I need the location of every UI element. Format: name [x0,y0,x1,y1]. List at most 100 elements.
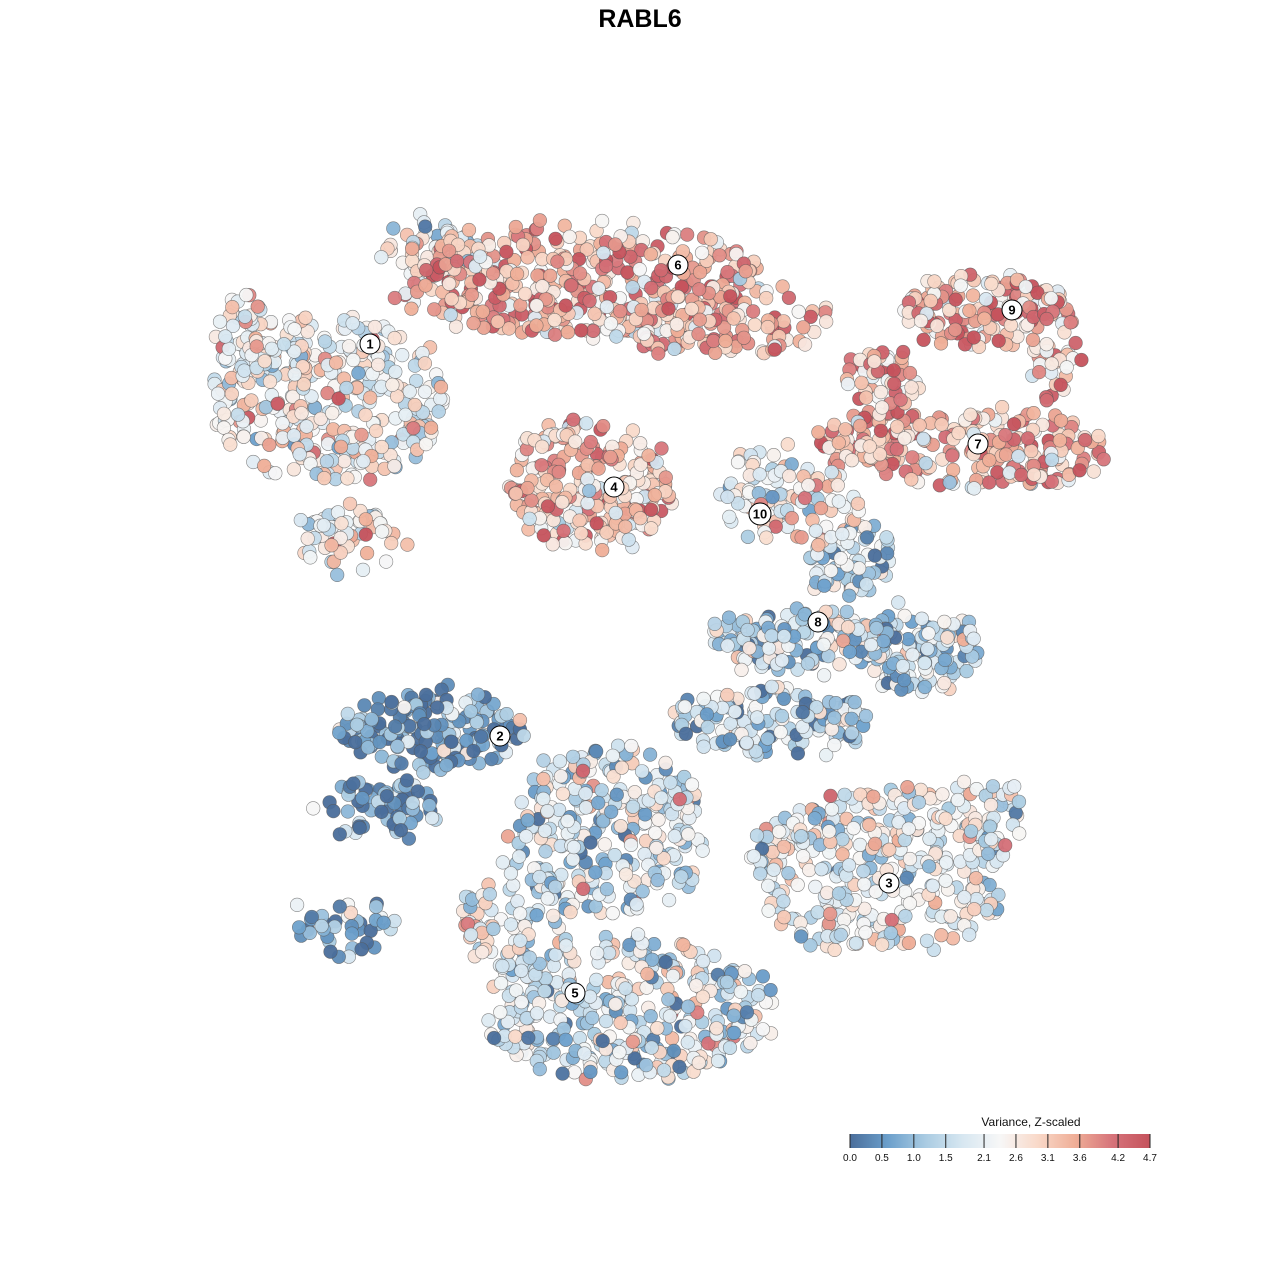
cell-point-cluster-7 [998,447,1014,462]
cell-point-cluster-8 [847,695,862,710]
cell-point-cluster-6 [643,247,658,262]
cell-point-cluster-1 [225,300,240,315]
cell-point-cluster-4 [556,523,571,539]
cell-point-cluster-10 [830,478,845,493]
cell-point-cluster-6 [767,342,782,357]
cell-point-cluster-10 [831,494,846,509]
cell-point-cluster-7 [831,435,846,450]
cell-point-cluster-4 [568,434,583,449]
cell-point-cluster-6 [543,268,558,283]
cluster-label-badge [489,725,511,747]
cell-point-cluster-3 [901,935,917,951]
cell-point-cluster-4 [647,488,662,503]
cell-point-cluster-2 [326,803,341,819]
cell-point-cluster-10 [811,537,826,553]
cell-point-cluster-5 [583,1064,598,1079]
cell-point-cluster-5 [656,851,671,866]
cell-point-cluster-8 [937,675,952,691]
cell-point-cluster-5 [589,972,604,988]
cell-point-cluster-2 [417,716,432,732]
cell-point-cluster-8 [920,641,935,657]
cell-point-cluster-9 [991,333,1006,348]
cell-point-cluster-3 [819,885,835,900]
cell-point-cluster-8 [937,614,952,630]
cell-point-cluster-8 [921,626,936,641]
cell-point-cluster-4 [534,458,549,473]
cell-point-cluster-7 [858,390,874,405]
cell-point-cluster-9 [984,276,999,292]
cell-point-cluster-5 [540,803,555,819]
cell-point-cluster-6 [661,301,676,316]
cell-point-cluster-6 [558,298,573,313]
cell-point-cluster-3 [761,878,776,893]
cell-point-cluster-5 [514,994,529,1010]
cell-point-cluster-2 [340,804,356,819]
cell-point-cluster-8 [858,708,874,724]
cell-point-cluster-5 [521,1030,536,1045]
cell-point-cluster-4 [540,499,556,514]
cell-point-cluster-4 [551,464,566,480]
cell-point-cluster-5 [536,771,551,787]
cell-point-cluster-8 [747,686,762,701]
cell-point-cluster-3 [794,829,809,844]
cell-point-cluster-2 [392,811,407,826]
cell-point-cluster-5 [553,769,569,784]
cell-point-cluster-7 [1053,413,1069,428]
cell-point-cluster-10 [835,526,850,542]
cell-point-cluster-5 [624,738,639,754]
cell-point-cluster-6 [579,242,594,257]
cell-point-cluster-3 [898,908,913,924]
cell-point-cluster-1 [287,367,302,382]
cell-point-cluster-7 [840,376,856,392]
cell-point-cluster-8 [839,604,855,619]
cell-point-cluster-8 [879,530,894,545]
cell-point-cluster-5 [644,1040,659,1055]
cell-point-cluster-7 [873,423,889,438]
cell-point-cluster-4 [633,511,648,526]
cell-point-cluster-5 [604,804,619,819]
cell-point-cluster-5 [623,837,639,853]
cell-point-cluster-1 [268,466,283,481]
cell-point-cluster-6 [680,227,695,242]
cell-point-cluster-1 [244,393,259,408]
cell-point-cluster-3 [962,927,977,942]
cell-point-cluster-3 [835,832,850,847]
cell-point-cluster-3 [824,802,840,817]
cell-point-cluster-8 [876,634,891,649]
cell-point-cluster-8 [721,610,737,625]
cell-point-cluster-5 [536,791,551,807]
cell-point-cluster-3 [802,862,817,878]
cell-point-cluster-8 [774,653,790,668]
cell-point-cluster-2 [444,734,459,749]
cell-point-cluster-8 [742,641,757,656]
cell-point-cluster-6 [708,345,723,360]
cell-point-cluster-10 [794,530,809,545]
cell-point-cluster-7 [1014,467,1029,483]
cell-point-cluster-8 [776,691,792,706]
cell-point-cluster-1 [417,356,433,371]
cell-point-cluster-1 [212,314,228,329]
cell-point-cluster-1 [298,310,313,325]
cell-point-cluster-9 [1018,279,1033,294]
cell-point-cluster-1 [342,496,358,511]
cell-point-cluster-2 [512,712,528,728]
cell-point-cluster-7 [982,453,997,468]
cell-point-cluster-7 [918,456,933,471]
cell-point-cluster-8 [917,679,933,695]
cell-point-cluster-8 [707,616,722,632]
cell-point-cluster-3 [781,866,796,881]
cell-point-cluster-3 [1011,794,1027,809]
cell-point-cluster-6 [587,306,602,321]
cluster-label-3: 3 [878,872,900,894]
cell-point-cluster-8 [764,679,779,694]
cell-point-cluster-10 [752,467,767,482]
cell-point-cluster-3 [956,774,972,790]
cell-point-cluster-5 [597,837,612,852]
cell-point-cluster-5 [486,921,501,937]
cell-point-cluster-6 [791,304,806,319]
cell-point-cluster-3 [857,877,872,892]
cell-point-cluster-4 [572,513,587,528]
cell-point-cluster-5 [634,764,650,779]
cell-point-cluster-3 [835,847,850,862]
cell-point-cluster-5 [546,908,561,923]
